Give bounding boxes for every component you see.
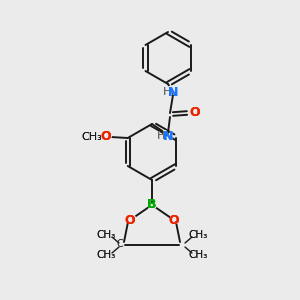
Text: O: O bbox=[100, 130, 111, 142]
Text: O: O bbox=[100, 129, 112, 143]
Text: O: O bbox=[190, 106, 200, 119]
Text: H: H bbox=[163, 87, 171, 97]
Text: N: N bbox=[163, 130, 173, 142]
Text: N: N bbox=[162, 129, 174, 143]
Text: O: O bbox=[190, 106, 200, 119]
Text: H: H bbox=[162, 85, 172, 98]
Text: N: N bbox=[163, 130, 173, 142]
Text: O: O bbox=[100, 130, 111, 142]
Text: O: O bbox=[168, 213, 180, 227]
Text: CH₃: CH₃ bbox=[188, 230, 208, 240]
Text: B: B bbox=[147, 198, 157, 212]
Text: C: C bbox=[117, 239, 123, 249]
Text: CH₃: CH₃ bbox=[96, 230, 116, 240]
Text: O: O bbox=[189, 106, 201, 120]
Text: CH₃: CH₃ bbox=[188, 230, 208, 240]
Text: O: O bbox=[125, 214, 135, 226]
Text: CH₃: CH₃ bbox=[96, 250, 116, 260]
Text: H: H bbox=[157, 131, 165, 141]
Text: CH₃: CH₃ bbox=[188, 250, 208, 260]
Text: CH₃: CH₃ bbox=[81, 132, 102, 142]
Text: B: B bbox=[147, 199, 157, 212]
Text: N: N bbox=[168, 85, 178, 98]
Text: H: H bbox=[163, 87, 171, 97]
Text: CH₃: CH₃ bbox=[96, 230, 116, 240]
Text: O: O bbox=[124, 213, 136, 227]
Text: CH₃: CH₃ bbox=[188, 250, 208, 260]
Text: CH₃: CH₃ bbox=[96, 250, 116, 260]
Text: N: N bbox=[167, 85, 179, 99]
Text: CH₃: CH₃ bbox=[81, 132, 102, 142]
Text: H: H bbox=[157, 131, 165, 141]
Text: B: B bbox=[147, 199, 157, 212]
Text: O: O bbox=[169, 214, 179, 226]
Text: N: N bbox=[168, 85, 178, 98]
Text: H: H bbox=[156, 130, 166, 142]
Text: O: O bbox=[125, 214, 135, 226]
Text: O: O bbox=[169, 214, 179, 226]
